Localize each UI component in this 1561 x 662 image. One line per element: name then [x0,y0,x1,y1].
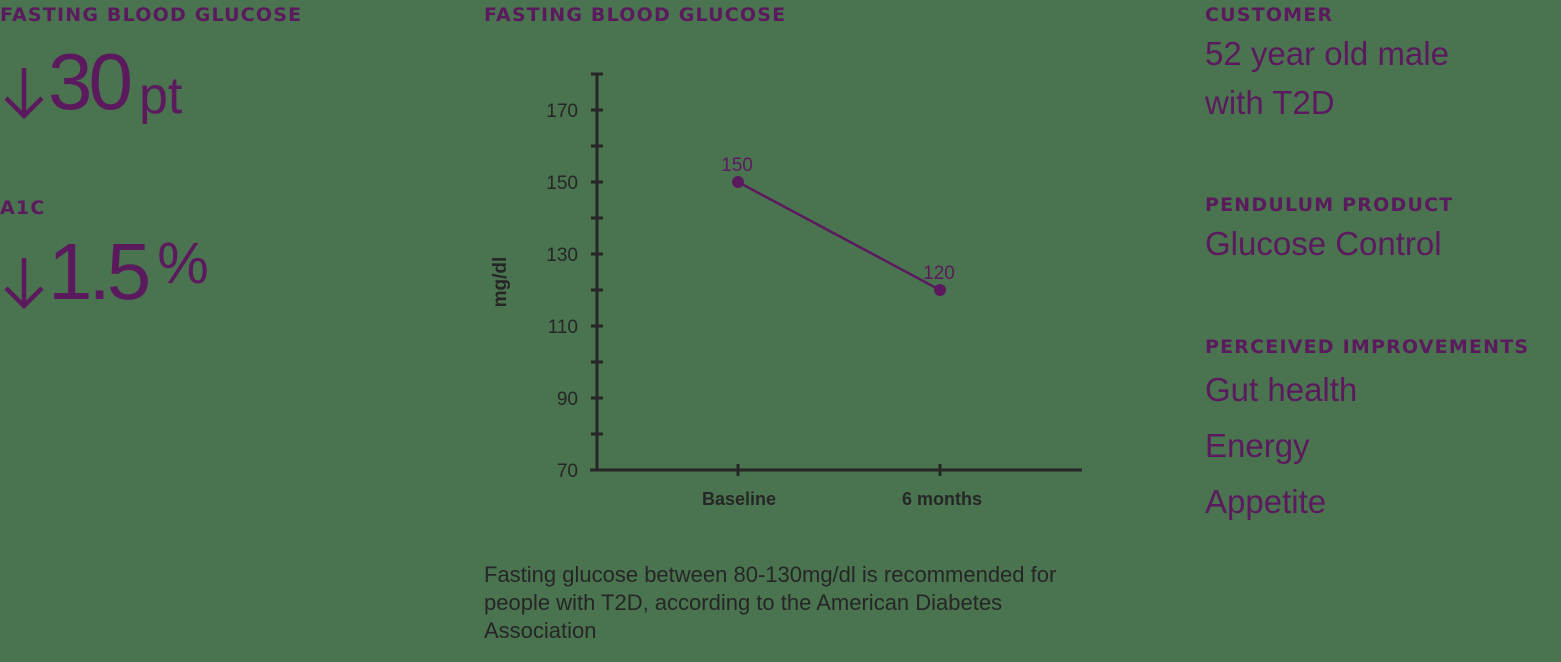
arrow-down-icon [4,68,44,120]
y-tick-label: 130 [546,245,578,266]
data-point-6-months [934,284,946,296]
chart-title: FASTING BLOOD GLUCOSE [484,4,787,26]
y-tick-label: 150 [546,173,578,194]
improvement-item: Gut health [1205,371,1358,408]
x-tick-label-6-months: 6 months [902,489,982,509]
y-axis [591,72,603,471]
data-label-baseline: 150 [721,155,753,176]
customer-line-1: 52 year old male [1205,35,1449,72]
y-tick-label: 170 [546,101,578,122]
data-label-6-months: 120 [923,263,955,284]
stat-label-fasting-glucose: FASTING BLOOD GLUCOSE [0,4,303,26]
stat-a1c: 1.5 % [0,232,209,314]
product-name: Glucose Control [1205,225,1442,262]
y-axis-label: mg/dl [490,257,511,308]
y-tick-labels: 170 150 130 110 90 70 [546,101,578,482]
customer-line-2: with T2D [1205,84,1335,121]
x-axis [590,464,1082,476]
stat-unit: pt [138,67,183,125]
stat-fasting-glucose: 30 pt [0,42,182,124]
arrow-down-icon [4,258,44,310]
x-tick-labels: Baseline 6 months [702,489,982,509]
series-line [737,180,941,292]
x-tick-label-baseline: Baseline [702,489,776,509]
chart-footnote: Fasting glucose between 80-130mg/dl is r… [484,562,1057,643]
data-point-baseline [732,176,744,188]
y-tick-label: 70 [557,461,578,482]
improvement-item: Energy [1205,427,1310,464]
section-label-customer: CUSTOMER [1205,4,1334,26]
stat-unit: % [157,231,209,296]
stat-value: 30 [48,37,133,126]
stat-value: 1.5 [48,227,151,316]
y-tick-label: 110 [548,317,578,338]
y-tick-label: 90 [557,389,578,410]
improvement-item: Appetite [1205,483,1327,520]
stat-label-a1c: A1C [0,197,46,219]
section-label-product: PENDULUM PRODUCT [1205,194,1454,216]
section-label-improvements: PERCEIVED IMPROVEMENTS [1205,336,1530,358]
